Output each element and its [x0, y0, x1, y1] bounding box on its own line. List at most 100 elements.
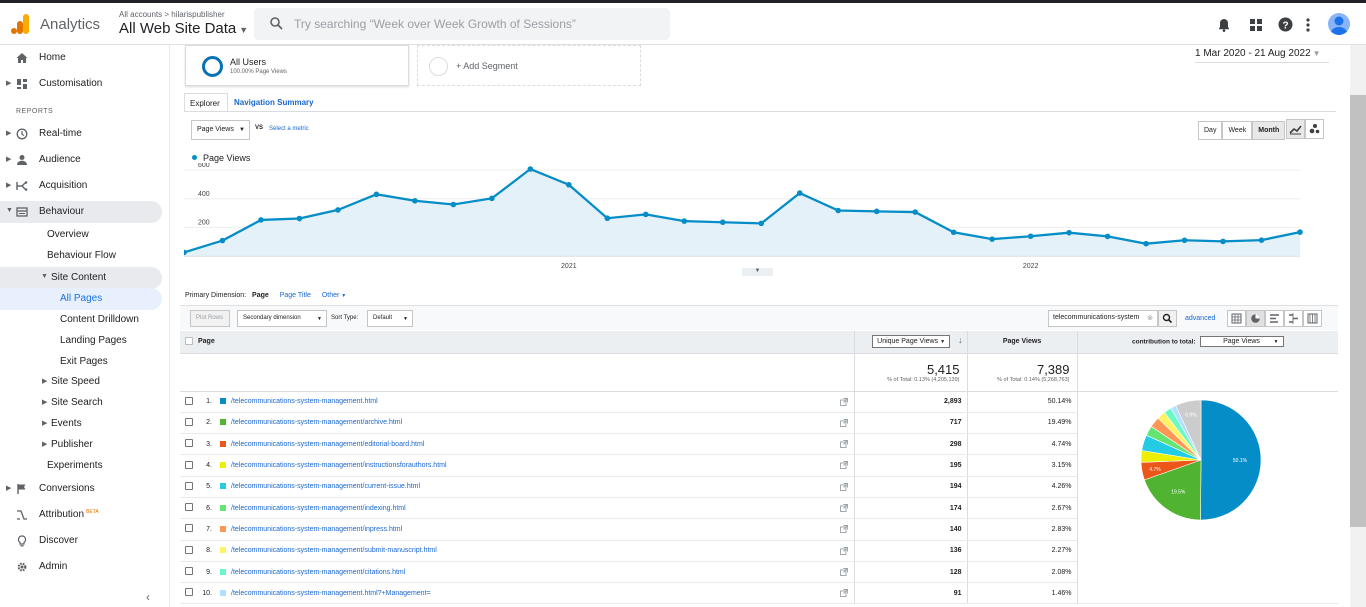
- help-icon[interactable]: ?: [1278, 17, 1293, 32]
- sidebar-item-landing-pages[interactable]: Landing Pages: [0, 330, 162, 352]
- data-point[interactable]: [758, 220, 765, 227]
- open-page-external-icon[interactable]: [839, 525, 848, 534]
- data-point[interactable]: [566, 181, 572, 188]
- date-range-picker[interactable]: 1 Mar 2020 - 21 Aug 2022 ▼: [1195, 48, 1329, 63]
- data-point[interactable]: [1220, 238, 1226, 245]
- row-checkbox[interactable]: [185, 567, 193, 576]
- data-point[interactable]: [1143, 240, 1149, 247]
- data-point[interactable]: [219, 237, 226, 244]
- advanced-filter-link[interactable]: advanced: [1185, 315, 1216, 322]
- sidebar-item-experiments[interactable]: Experiments: [0, 455, 162, 477]
- account-breadcrumb[interactable]: All accounts > hilarispublisher: [119, 10, 225, 19]
- sidebar-item-site-speed[interactable]: ▶ Site Speed: [0, 371, 162, 393]
- sidebar-item-audience[interactable]: ▶ Audience: [0, 149, 162, 171]
- line-chart-button[interactable]: [1286, 119, 1305, 139]
- comparison-view-button[interactable]: [1284, 310, 1303, 327]
- open-page-external-icon[interactable]: [839, 504, 848, 512]
- row-page-link[interactable]: /telecommunications-system-management.ht…: [231, 589, 431, 597]
- data-view-button[interactable]: [1227, 310, 1246, 327]
- add-segment-button[interactable]: + Add Segment: [417, 45, 641, 86]
- data-point[interactable]: [373, 191, 380, 198]
- week-button[interactable]: Week: [1222, 121, 1253, 140]
- data-point[interactable]: [1066, 229, 1072, 236]
- open-page-external-icon[interactable]: [839, 482, 848, 491]
- segment-all-users[interactable]: All Users 100.00% Page Views: [185, 45, 409, 86]
- data-point[interactable]: [489, 195, 495, 202]
- data-point[interactable]: [835, 207, 842, 214]
- data-point[interactable]: [950, 229, 957, 236]
- metric-select[interactable]: Page Views ▼: [191, 120, 250, 140]
- collapse-sidebar-chevron-icon[interactable]: ‹: [146, 590, 150, 604]
- clear-filter-icon[interactable]: ⊗: [1147, 315, 1153, 322]
- sidebar-item-site-content[interactable]: ▼ Site Content: [0, 267, 162, 289]
- sidebar-item-acquisition[interactable]: ▶ Acquisition: [0, 175, 162, 197]
- search-box[interactable]: [254, 8, 670, 40]
- day-button[interactable]: Day: [1198, 121, 1223, 140]
- sidebar-item-attribution[interactable]: Attribution BETA: [0, 504, 162, 526]
- open-page-external-icon[interactable]: [839, 589, 848, 598]
- row-checkbox[interactable]: [185, 396, 193, 405]
- tab-navigation-summary[interactable]: Navigation Summary: [234, 98, 314, 107]
- sidebar-item-conversions[interactable]: ▶ Conversions: [0, 478, 162, 500]
- analytics-logo-icon[interactable]: [11, 14, 29, 34]
- row-checkbox[interactable]: [185, 524, 193, 533]
- row-page-link[interactable]: /telecommunications-system-management/in…: [231, 525, 403, 533]
- property-view-selector[interactable]: All Web Site Data ▼: [119, 20, 248, 37]
- select-all-checkbox[interactable]: [185, 336, 193, 345]
- data-point[interactable]: [1258, 237, 1265, 243]
- data-point[interactable]: [796, 190, 803, 196]
- open-page-external-icon[interactable]: [839, 461, 848, 470]
- row-page-link[interactable]: /telecommunications-system-management/ed…: [231, 440, 425, 448]
- sidebar-item-home[interactable]: Home: [0, 47, 162, 69]
- scrollbar-thumb[interactable]: [1350, 95, 1366, 527]
- sidebar-item-events[interactable]: ▶ Events: [0, 413, 162, 435]
- tab-explorer[interactable]: Explorer: [184, 93, 228, 112]
- open-page-external-icon[interactable]: [839, 418, 848, 427]
- row-checkbox[interactable]: [185, 439, 193, 448]
- data-point[interactable]: [719, 219, 726, 226]
- open-page-external-icon[interactable]: [839, 546, 848, 555]
- pie-slice[interactable]: [1175, 399, 1202, 461]
- open-page-external-icon[interactable]: [839, 567, 848, 576]
- data-point[interactable]: [1104, 233, 1111, 240]
- sidebar-item-customisation[interactable]: ▶ Customisation: [0, 73, 162, 95]
- data-point[interactable]: [527, 166, 534, 172]
- filter-search-button[interactable]: [1158, 310, 1177, 327]
- performance-view-button[interactable]: [1265, 310, 1284, 327]
- motion-chart-button[interactable]: [1305, 119, 1324, 139]
- row-checkbox[interactable]: [185, 417, 193, 426]
- row-checkbox[interactable]: [185, 545, 193, 554]
- data-point[interactable]: [912, 209, 918, 215]
- data-point[interactable]: [1181, 237, 1188, 244]
- pie-slice[interactable]: [1200, 399, 1262, 521]
- data-point[interactable]: [604, 215, 611, 222]
- row-page-link[interactable]: /telecommunications-system-management/su…: [231, 547, 437, 555]
- search-input[interactable]: [294, 15, 654, 33]
- contribution-metric-select[interactable]: Page Views ▼: [1199, 336, 1284, 348]
- chart-resize-grip-icon[interactable]: ▼: [742, 268, 773, 276]
- data-point[interactable]: [335, 207, 341, 213]
- page-scrollbar[interactable]: [1350, 45, 1366, 607]
- sidebar-item-content-drilldown[interactable]: Content Drilldown: [0, 309, 162, 331]
- row-checkbox[interactable]: [185, 503, 193, 512]
- row-page-link[interactable]: /telecommunications-system-management/in…: [231, 462, 447, 470]
- data-point[interactable]: [184, 249, 187, 256]
- notifications-bell-icon[interactable]: [1218, 18, 1230, 32]
- data-point[interactable]: [258, 217, 264, 223]
- secondary-dimension-select[interactable]: Secondary dimension ▼: [237, 310, 327, 327]
- plot-rows-button[interactable]: Plot Rows: [190, 310, 230, 327]
- avatar[interactable]: [1328, 13, 1350, 35]
- sidebar-item-overview[interactable]: Overview: [0, 224, 162, 246]
- row-page-link[interactable]: /telecommunications-system-management/ar…: [231, 419, 403, 427]
- sidebar-item-all-pages[interactable]: All Pages: [0, 288, 162, 310]
- sort-type-select[interactable]: Default ▼: [367, 310, 413, 327]
- row-page-link[interactable]: /telecommunications-system-management/in…: [231, 504, 406, 512]
- percentage-view-button[interactable]: [1246, 310, 1265, 327]
- sidebar-item-discover[interactable]: Discover: [0, 530, 162, 552]
- data-point[interactable]: [681, 218, 688, 224]
- sidebar-item-site-search[interactable]: ▶ Site Search: [0, 392, 162, 414]
- row-checkbox[interactable]: [185, 481, 193, 490]
- data-point[interactable]: [296, 215, 303, 222]
- sort-arrow-icon[interactable]: ↓: [958, 335, 963, 346]
- open-page-external-icon[interactable]: [839, 397, 848, 406]
